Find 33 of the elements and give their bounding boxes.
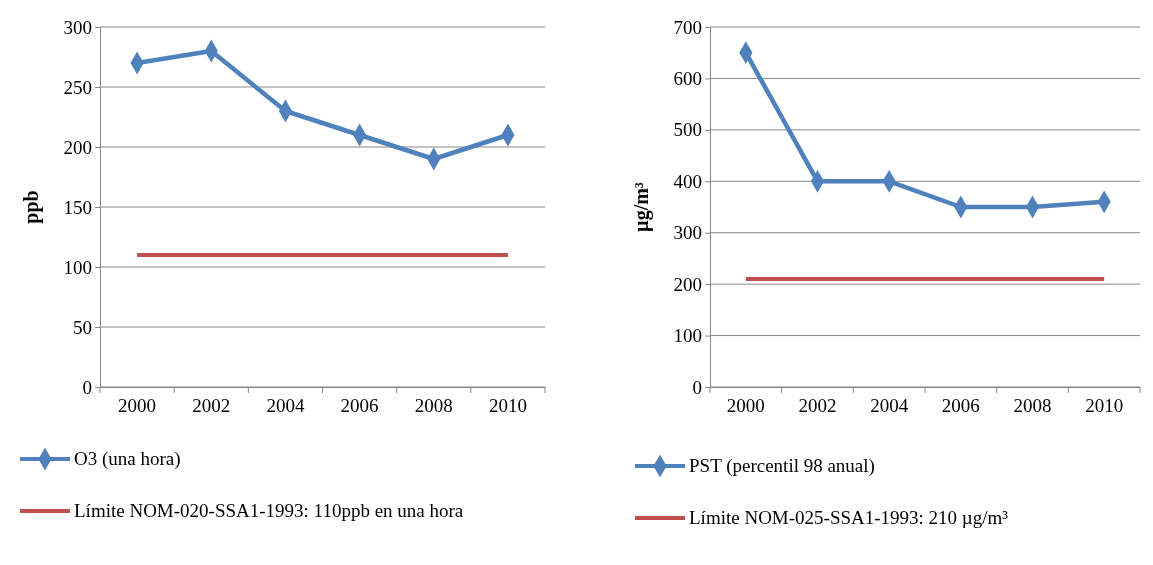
x-tick-label: 2008 — [1013, 395, 1052, 417]
y-tick-label: 300 — [63, 16, 92, 38]
y-tick-label: 700 — [673, 16, 702, 38]
y-tick-label: 200 — [63, 136, 92, 158]
y-tick-label: 400 — [673, 170, 702, 192]
y-tick-label: 50 — [73, 316, 92, 338]
y-tick-label: 500 — [673, 119, 702, 141]
x-tick-label: 2002 — [192, 395, 231, 417]
y-tick-label: 150 — [63, 196, 92, 218]
x-tick-label: 2006 — [340, 395, 379, 417]
x-tick-label: 2010 — [488, 395, 527, 417]
x-tick-label: 2002 — [798, 395, 837, 417]
legend-label: PST (percentil 98 anual) — [689, 455, 875, 477]
y-axis-title: ppb — [20, 190, 43, 224]
y-tick-label: 100 — [673, 325, 702, 347]
y-tick-label: 0 — [82, 376, 92, 398]
x-tick-label: 2008 — [414, 395, 453, 417]
y-tick-label: 250 — [63, 76, 92, 98]
y-tick-label: 600 — [673, 68, 702, 90]
y-tick-label: 200 — [673, 273, 702, 295]
legend-label: Límite NOM-020-SSA1-1993: 110ppb en una hora — [74, 500, 464, 522]
y-axis-title: µg/m³ — [630, 182, 653, 232]
legend-label: Límite NOM-025-SSA1-1993: 210 µg/m³ — [689, 507, 1009, 529]
x-tick-label: 2004 — [266, 395, 305, 417]
x-tick-label: 2004 — [870, 395, 909, 417]
y-tick-label: 100 — [63, 256, 92, 278]
x-tick-label: 2010 — [1085, 395, 1124, 417]
x-tick-label: 2000 — [118, 395, 157, 417]
x-tick-label: 2006 — [941, 395, 980, 417]
y-tick-label: 300 — [673, 222, 702, 244]
legend-label: O3 (una hora) — [74, 448, 181, 470]
y-tick-label: 0 — [692, 376, 702, 398]
x-tick-label: 2000 — [726, 395, 765, 417]
